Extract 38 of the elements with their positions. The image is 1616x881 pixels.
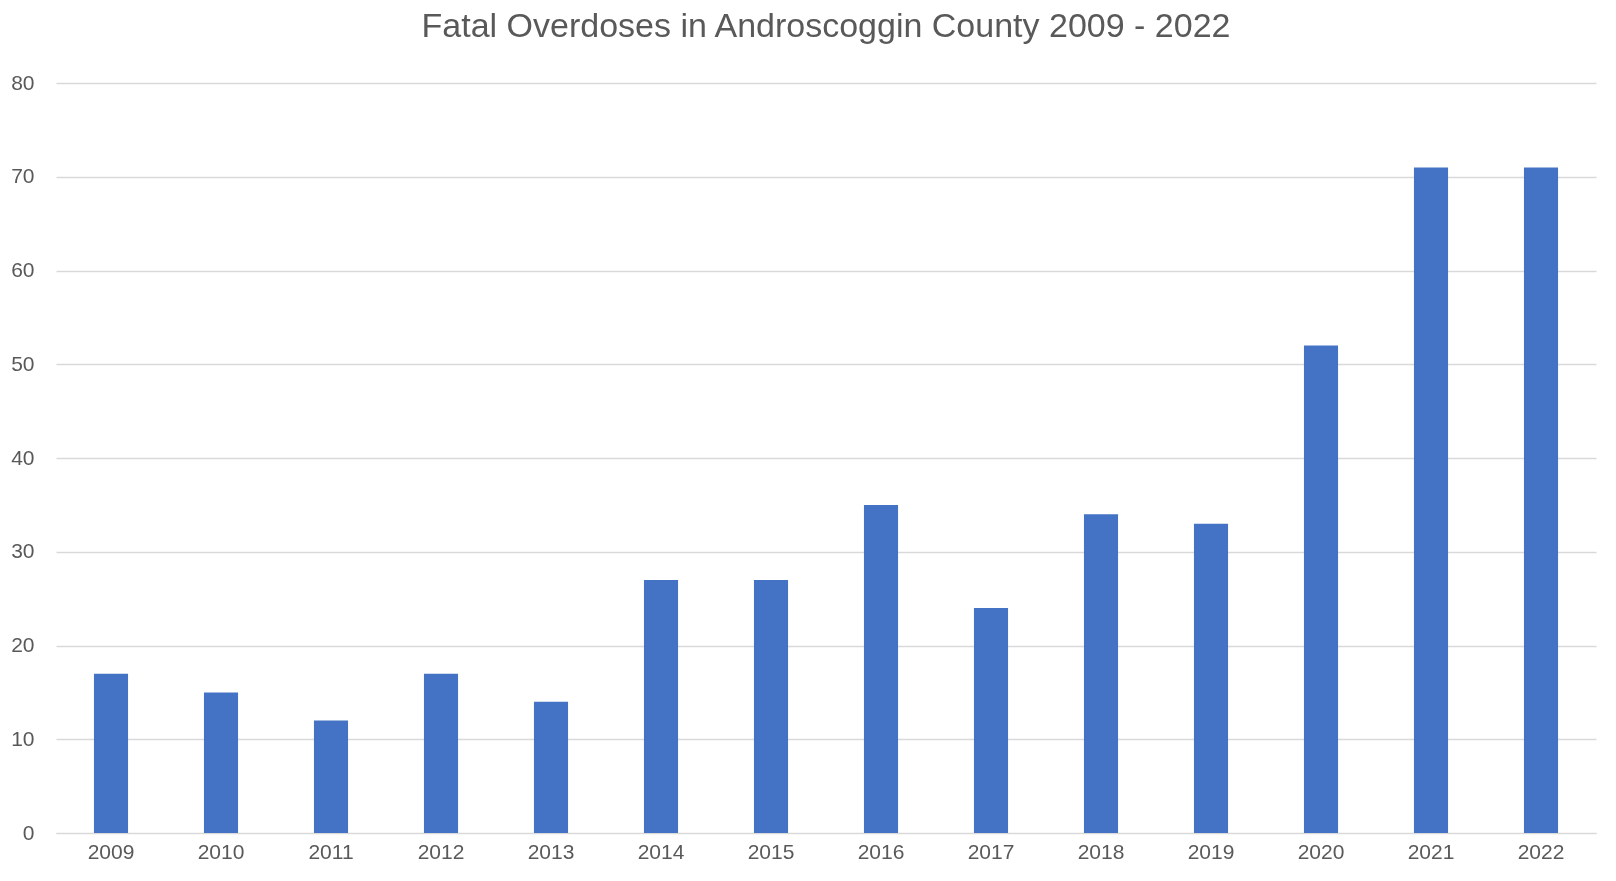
bar [973,608,1009,833]
x-tick-label: 2019 [1187,839,1235,863]
x-tick-label: 2011 [308,839,354,863]
bar [1193,523,1229,833]
x-tick-label: 2022 [1517,839,1565,863]
bar [753,579,789,833]
x-tick-label: 2013 [527,839,575,863]
bar [313,720,349,833]
bar [203,692,239,833]
bar [1303,345,1339,833]
y-tick-label: 50 [11,351,35,375]
bar [423,673,459,833]
x-tick-label: 2009 [87,839,135,863]
x-tick-label: 2010 [197,839,245,863]
x-tick-label: 2021 [1407,839,1455,863]
bar [1083,514,1119,833]
y-tick-label: 0 [22,820,35,844]
bar [643,579,679,833]
y-tick-label: 60 [11,258,35,281]
bar [1413,167,1449,833]
bar [1523,167,1559,833]
bar [533,701,569,833]
y-tick-label: 30 [11,539,35,563]
y-tick-label: 10 [11,726,35,750]
y-tick-label: 20 [11,633,35,656]
y-tick-label: 80 [11,70,35,94]
chart-title: Fatal Overdoses in Androscoggin County 2009 - 2022 [421,6,1231,44]
x-tick-label: 2015 [747,839,795,863]
x-tick-label: 2016 [857,839,905,863]
x-tick-label: 2020 [1297,839,1345,863]
bar [863,504,899,833]
x-tick-label: 2014 [637,839,685,863]
x-tick-label: 2018 [1077,839,1125,863]
x-tick-label: 2017 [967,839,1015,863]
x-tick-label: 2012 [417,839,465,863]
y-tick-label: 40 [11,445,35,469]
bar [93,673,129,833]
y-tick-label: 70 [11,164,35,188]
